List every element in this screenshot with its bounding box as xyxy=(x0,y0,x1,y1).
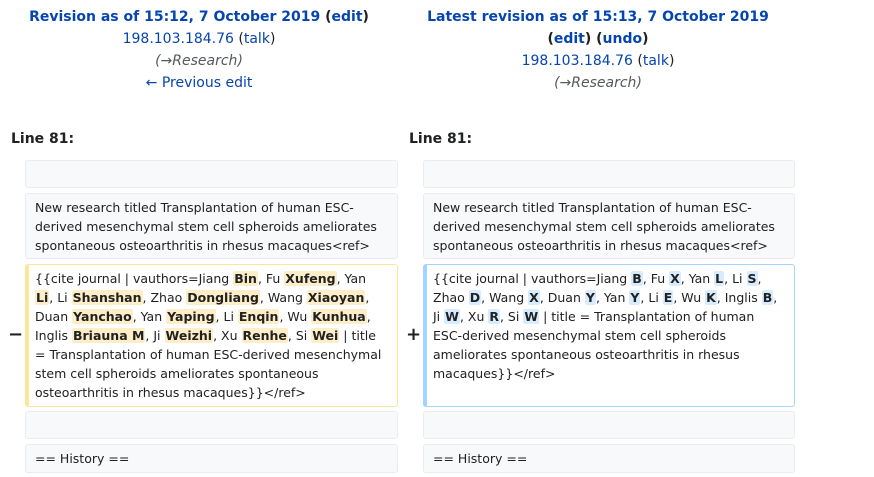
diff-text: , Duan xyxy=(539,290,585,305)
diff-text: , Ji xyxy=(433,290,778,324)
added-word: W xyxy=(444,309,460,324)
new-edit-link[interactable]: edit xyxy=(553,31,585,47)
diff-text: , Li xyxy=(215,309,238,324)
old-summary-section-link[interactable]: →Research xyxy=(160,53,238,69)
old-research-context: New research titled Transplantation of h… xyxy=(25,193,398,259)
new-empty-context-2 xyxy=(423,411,795,439)
new-research-context: New research titled Transplantation of h… xyxy=(423,193,795,259)
new-user-link[interactable]: 198.103.184.76 xyxy=(521,53,633,69)
diff-text: , Si xyxy=(287,328,312,343)
old-revision-title: Revision as of 15:12, 7 October 2019 (ed… xyxy=(29,9,369,25)
old-user-link[interactable]: 198.103.184.76 xyxy=(122,31,234,47)
added-word: B xyxy=(761,290,774,305)
diff-text: | title = Transplantation of human ESC-d… xyxy=(35,328,382,400)
diff-text: , Zhao xyxy=(433,271,762,305)
diff-text: | title = Transplantation of human ESC-d… xyxy=(433,309,755,381)
diff-text: , Fu xyxy=(642,271,670,286)
added-word: K xyxy=(705,290,717,305)
new-summary-section-link[interactable]: →Research xyxy=(559,75,637,91)
diff-text: {{cite journal | vauthors=Jiang xyxy=(433,271,632,286)
diff-text: , Wu xyxy=(279,309,312,324)
added-word: S xyxy=(746,271,758,286)
diff-text: {{cite journal | vauthors=Jiang xyxy=(35,271,234,286)
diff-text: , Yan xyxy=(680,271,715,286)
removed-line-marker: − xyxy=(8,324,24,345)
added-word: Y xyxy=(629,290,641,305)
diff-text: , Li xyxy=(640,290,663,305)
removed-word: Yaping xyxy=(166,309,216,324)
old-user-line: 198.103.184.76 (talk) xyxy=(122,31,276,47)
new-revision-title: Latest revision as of 15:13, 7 October 2… xyxy=(398,6,798,28)
new-history-context: == History == xyxy=(423,444,795,473)
new-line-number: Line 81: xyxy=(409,131,473,147)
added-word: D xyxy=(468,290,482,305)
new-revision-actions: (edit) (undo) xyxy=(547,31,649,47)
old-revision-header: Revision as of 15:12, 7 October 2019 (ed… xyxy=(0,6,398,94)
old-talk-link[interactable]: talk xyxy=(243,31,270,47)
removed-word: Weizhi xyxy=(164,328,214,343)
diff-text: , Yan xyxy=(595,290,630,305)
undo-link[interactable]: undo xyxy=(602,31,643,47)
old-edit-link[interactable]: edit xyxy=(331,9,363,25)
old-empty-context-2 xyxy=(25,411,398,439)
removed-word: Xufeng xyxy=(284,271,337,286)
diff-text: , Inglis xyxy=(716,290,762,305)
removed-word: Li xyxy=(35,290,50,305)
added-word: R xyxy=(488,309,500,324)
diff-text: , Si xyxy=(499,309,524,324)
added-word: W xyxy=(523,309,540,324)
old-edit-summary: (→Research) xyxy=(155,53,243,69)
added-word: X xyxy=(669,271,681,286)
old-revision-link[interactable]: Revision as of 15:12, 7 October 2019 xyxy=(29,9,321,25)
old-history-context: == History == xyxy=(25,444,398,473)
diff-text: , Wang xyxy=(481,290,529,305)
diff-text: , Fu xyxy=(257,271,285,286)
diff-text: , Li xyxy=(724,271,747,286)
removed-word: Kunhua xyxy=(311,309,367,324)
previous-edit-row: ← Previous edit xyxy=(0,72,398,94)
removed-word: Xiaoyan xyxy=(306,290,366,305)
removed-line: {{cite journal | vauthors=Jiang Bin, Fu … xyxy=(25,264,398,407)
removed-word: Bin xyxy=(233,271,258,286)
previous-edit-link[interactable]: ← Previous edit xyxy=(145,75,253,91)
diff-text: , Li xyxy=(49,290,72,305)
diff-text: , Xu xyxy=(213,328,242,343)
diff-text: , Yan xyxy=(336,271,367,286)
diff-text: , Ji xyxy=(145,328,165,343)
new-revision-header: Latest revision as of 15:13, 7 October 2… xyxy=(398,6,798,94)
removed-word: Dongliang xyxy=(186,290,260,305)
old-empty-context xyxy=(25,160,398,188)
diff-text: , Xu xyxy=(459,309,489,324)
removed-word: Briauna M xyxy=(71,328,146,343)
added-word: E xyxy=(662,290,674,305)
removed-word: Renhe xyxy=(241,328,288,343)
removed-word: Yanchao xyxy=(72,309,133,324)
removed-word: Wei xyxy=(311,328,340,343)
added-word: Y xyxy=(584,290,596,305)
diff-text: , Yan xyxy=(132,309,167,324)
added-line: {{cite journal | vauthors=Jiang B, Fu X,… xyxy=(423,264,795,407)
diff-text: , Inglis xyxy=(35,309,371,343)
removed-word: Enqin xyxy=(237,309,280,324)
added-line-marker: + xyxy=(406,324,422,345)
old-line-number: Line 81: xyxy=(11,131,75,147)
added-word: L xyxy=(714,271,725,286)
new-talk-link[interactable]: talk xyxy=(642,53,669,69)
added-word: X xyxy=(528,290,540,305)
new-empty-context xyxy=(423,160,795,188)
added-word: B xyxy=(631,271,643,286)
new-revision-link[interactable]: Latest revision as of 15:13, 7 October 2… xyxy=(427,9,769,25)
new-edit-summary: (→Research) xyxy=(554,75,642,91)
diff-text: , Duan xyxy=(35,290,370,324)
diff-text: , Zhao xyxy=(142,290,187,305)
removed-word: Shanshan xyxy=(71,290,143,305)
diff-text: , Wu xyxy=(673,290,706,305)
new-user-line: 198.103.184.76 (talk) xyxy=(521,53,675,69)
diff-text: , Wang xyxy=(259,290,307,305)
